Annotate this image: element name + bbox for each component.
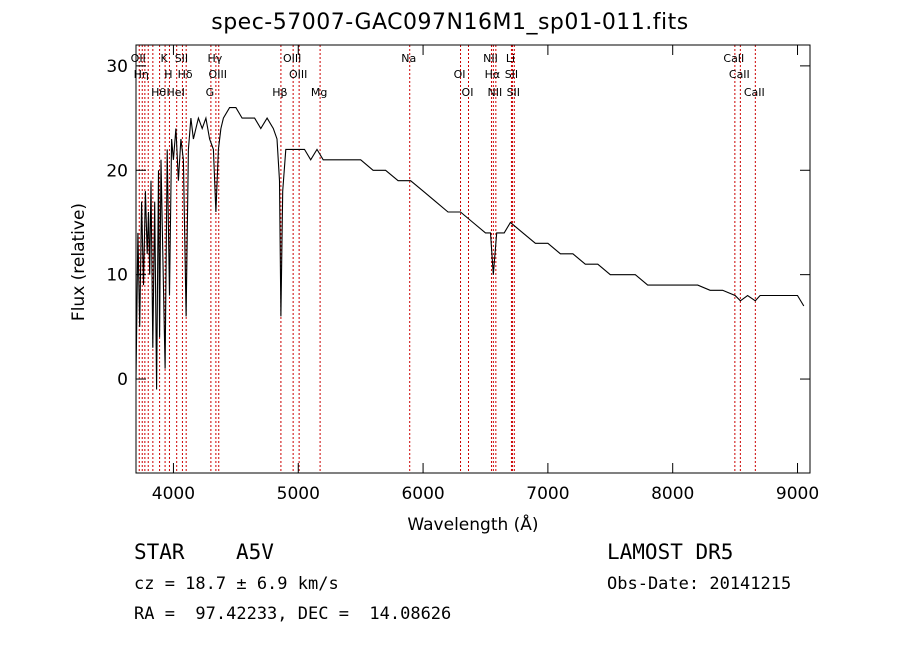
spectral-line-label: SII	[507, 86, 520, 99]
spectral-line-label: SII	[175, 52, 188, 65]
spectral-line-label: CaII	[744, 86, 765, 99]
spectrum-series-line	[135, 107, 805, 390]
spectral-line-labels: OIIHηHθKHHeISIIHδGHγOIIIHβOIIIOIIIMgNaOI…	[131, 52, 765, 99]
spectral-line-label: Hβ	[272, 86, 287, 99]
x-tick-label: 8000	[651, 484, 694, 504]
spectral-line-label: CaII	[729, 68, 750, 81]
y-tick-label: 30	[106, 57, 128, 77]
spectral-line-label: OI	[454, 68, 466, 81]
x-axis-label: Wavelength (Å)	[407, 513, 538, 535]
spectral-line-label: Hα	[485, 68, 501, 81]
spectral-line-label: H	[164, 68, 172, 81]
spectral-line-label: Hγ	[207, 52, 222, 65]
spectral-line-label: Hη	[134, 68, 149, 81]
x-tick-label: 4000	[152, 484, 195, 504]
x-axis-ticks: 4000 5000 6000 7000 8000 9000	[152, 45, 819, 504]
spectral-line-label: Hδ	[178, 68, 193, 81]
redshift-value: cz = 18.7 ± 6.9 km/s	[134, 574, 339, 594]
y-axis-ticks: 0 10 20 30	[106, 57, 810, 390]
plot-frame	[135, 44, 811, 474]
spectral-line-label: G	[206, 86, 215, 99]
spectral-line-label: HeI	[167, 86, 185, 99]
spectral-line-label: NII	[483, 52, 498, 65]
x-tick-label: 6000	[401, 484, 444, 504]
coordinates: RA = 97.42233, DEC = 14.08626	[134, 604, 452, 624]
spectral-line-label: K	[160, 52, 168, 65]
chart-title: spec-57007-GAC097N16M1_sp01-011.fits	[211, 10, 689, 35]
object-class: STAR	[134, 540, 185, 564]
y-tick-label: 10	[106, 266, 128, 286]
spectral-line-label: Li	[506, 52, 515, 65]
x-tick-label: 9000	[776, 484, 819, 504]
x-tick-label: 7000	[526, 484, 569, 504]
spectral-line-label: Mg	[311, 86, 327, 99]
y-axis-label: Flux (relative)	[69, 203, 89, 321]
spectral-line-label: SII	[505, 68, 518, 81]
y-tick-label: 20	[106, 161, 128, 181]
spectral-line-label: NII	[487, 86, 502, 99]
spectral-line-label: OIII	[283, 52, 301, 65]
spectral-line-markers	[138, 45, 756, 473]
x-tick-label: 5000	[277, 484, 320, 504]
spectral-line-label: Hθ	[151, 86, 166, 99]
object-subclass: A5V	[236, 540, 274, 564]
spectral-line-label: OIII	[209, 68, 227, 81]
y-tick-label: 0	[117, 370, 128, 390]
spectral-line-label: OII	[131, 52, 146, 65]
spectral-line-label: OIII	[289, 68, 307, 81]
spectral-line-label: OI	[462, 86, 474, 99]
spectral-line-label: Na	[401, 52, 416, 65]
survey-name: LAMOST DR5	[607, 540, 734, 564]
observation-date: Obs-Date: 20141215	[607, 574, 792, 594]
spectral-line-label: CaII	[723, 52, 744, 65]
